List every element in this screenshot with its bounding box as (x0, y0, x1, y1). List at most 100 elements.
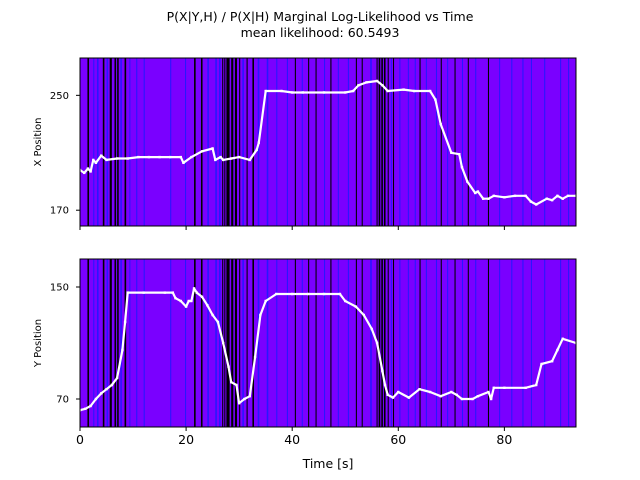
trajectory-point (439, 395, 442, 398)
heatmap-blue-band (129, 58, 131, 226)
heatmap-dark-band (355, 58, 357, 226)
trajectory-point (229, 157, 233, 160)
trajectory-point (216, 320, 220, 324)
trajectory-point (413, 89, 416, 93)
trajectory-point (200, 150, 204, 153)
heatmap-dark-band (194, 58, 196, 226)
heatmap-blue-band (301, 259, 303, 427)
trajectory-point (243, 397, 246, 401)
heatmap-blue-band (215, 58, 217, 226)
trajectory-point (259, 313, 262, 317)
trajectory-point (381, 369, 384, 373)
heatmap-blue-band (324, 259, 326, 427)
heatmap-blue-band (207, 259, 209, 427)
chart-title: P(X|Y,H) / P(X|H) Marginal Log-Likelihoo… (167, 9, 474, 24)
heatmap-dark-band (467, 259, 469, 427)
trajectory-point (466, 180, 469, 183)
trajectory-point (418, 388, 421, 391)
trajectory-point (561, 197, 564, 200)
trajectory-point (301, 91, 305, 94)
trajectory-y (80, 287, 576, 412)
heatmap-dark-band (234, 259, 238, 427)
heatmap-dark-band (294, 259, 296, 427)
trajectory-point (121, 348, 124, 352)
heatmap-dark-band (330, 259, 332, 427)
x-tick-label: 80 (496, 432, 512, 447)
heatmap-blue-band (475, 259, 477, 427)
trajectory-point (513, 194, 517, 198)
trajectory-point (253, 355, 257, 359)
heatmap-dark-band (378, 259, 381, 427)
x-tick-label: 20 (178, 432, 194, 447)
heatmap-blue-band (286, 58, 288, 226)
heatmap-dark-band (117, 58, 119, 226)
trajectory-point (255, 148, 258, 152)
heatmap-blue-band (435, 259, 438, 427)
trajectory-point (574, 194, 576, 198)
heatmap-dark-band (124, 58, 127, 226)
trajectory-point (474, 191, 477, 195)
heatmap-dark-band (224, 58, 226, 226)
trajectory-point (171, 291, 175, 294)
trajectory-point (338, 292, 342, 296)
heatmap-blue-band (425, 259, 427, 427)
heatmap-dark-band (117, 259, 119, 427)
trajectory-point (556, 348, 559, 352)
trajectory-point (535, 383, 538, 387)
trajectory-point (476, 395, 480, 398)
trajectory-point (383, 383, 387, 387)
heatmap-dark-band (387, 58, 389, 226)
heatmap-blue-band (143, 58, 145, 226)
heatmap-dark-band (239, 58, 241, 226)
trajectory-point (450, 151, 453, 154)
heatmap-blue-band (522, 259, 524, 427)
heatmap-dark-band (487, 58, 490, 226)
trajectory-point (179, 155, 182, 159)
heatmap-blue-band (407, 58, 409, 226)
heatmap-dark-band (454, 58, 456, 226)
trajectory-point (375, 341, 379, 345)
trajectory-point (535, 203, 538, 206)
heatmap-dark-band (114, 58, 117, 226)
trajectory-point (561, 337, 564, 340)
heatmap-dark-band (222, 58, 224, 226)
trajectory-point (94, 161, 98, 165)
trajectory-point (476, 190, 480, 193)
trajectory-point (86, 167, 90, 170)
heatmap-blue-band (511, 259, 513, 427)
trajectory-point (460, 165, 464, 169)
heatmap-dark-band (315, 58, 317, 226)
trajectory-point (460, 397, 464, 401)
heatmap-dark-band (361, 259, 363, 427)
trajectory-point (540, 362, 543, 366)
y-axis-label: X Position (33, 118, 44, 167)
heatmap-blue-band (93, 58, 95, 226)
trajectory-point (545, 197, 549, 200)
trajectory-point (137, 155, 140, 159)
y-tick-label: 150 (50, 283, 69, 294)
trajectory-point (434, 98, 437, 101)
trajectory-point (428, 390, 432, 394)
heatmap-blue-band (544, 58, 546, 226)
x-tick-label: 60 (390, 432, 406, 447)
heatmap-blue-band (266, 58, 269, 226)
heatmap-blue-band (129, 259, 131, 427)
heatmap-blue-band (93, 259, 95, 427)
heatmap-dark-band (378, 58, 381, 226)
heatmap-blue-band (407, 259, 409, 427)
heatmap-dark-band (383, 259, 386, 427)
trajectory-point (190, 155, 193, 159)
heatmap-blue-band (96, 259, 99, 427)
heatmap-blue-band (185, 58, 187, 226)
heatmap-blue-band (347, 259, 349, 427)
heatmap-blue-band (370, 259, 372, 427)
trajectory-point (190, 299, 193, 303)
heatmap-dark-band (194, 259, 196, 427)
heatmap-blue-band (399, 259, 401, 427)
trajectory-point (84, 407, 87, 410)
heatmap-blue-band (242, 58, 244, 226)
heatmap-dark-band (467, 58, 469, 226)
trajectory-point (211, 147, 214, 150)
trajectory-point (237, 155, 241, 159)
x-axis-label: Time [s] (302, 456, 354, 471)
